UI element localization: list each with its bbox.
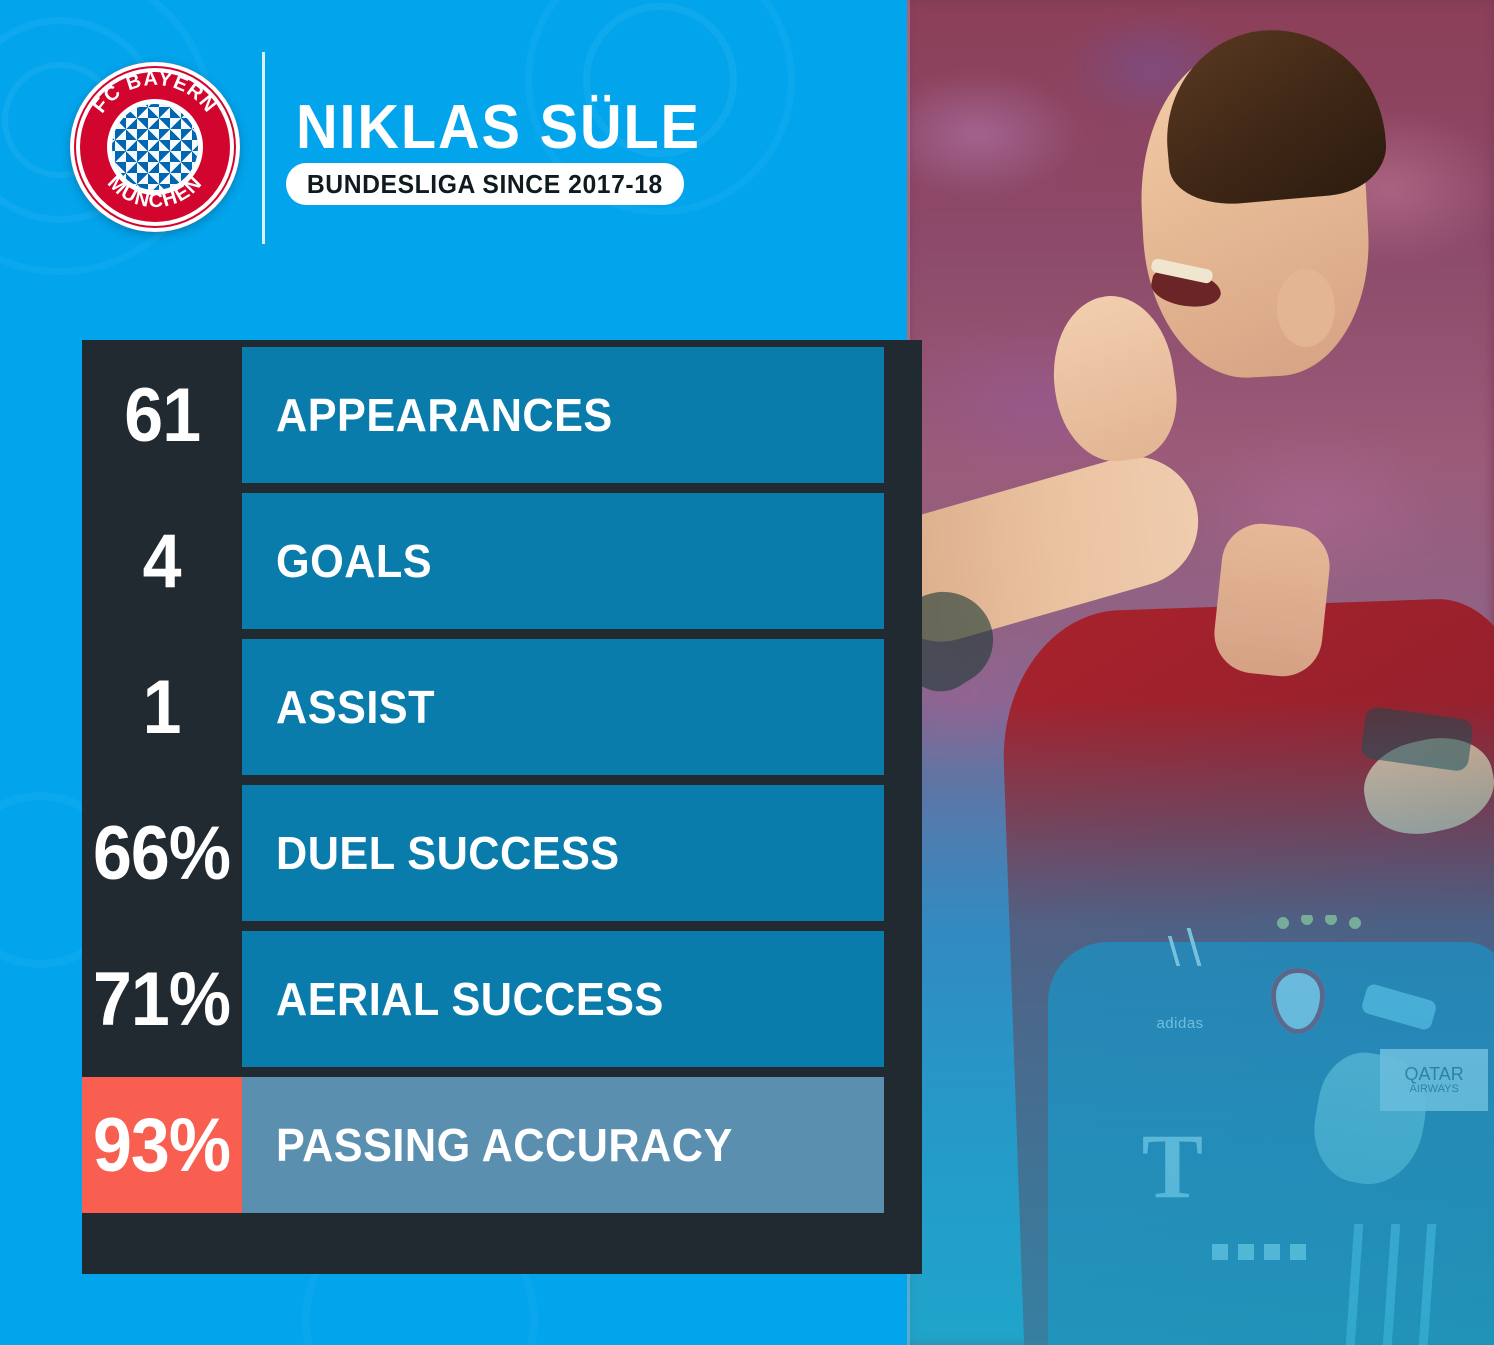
stat-row: 61 APPEARANCES [82,347,884,483]
stat-value-text: 71% [93,956,231,1042]
fc-bayern-crest-icon: FC BAYERN MÜNCHEN [70,62,240,232]
stat-value-box: 71% [82,931,242,1067]
stat-label-text: ASSIST [276,681,436,733]
stat-label-text: AERIAL SUCCESS [276,973,664,1025]
stat-row: 93% PASSING ACCURACY [82,1077,884,1213]
stat-value-text: 4 [143,518,182,604]
stat-label-text: APPEARANCES [276,389,613,441]
stats-list: 61 APPEARANCES 4 GOALS 1 ASSIST 66% DUEL SUCCES… [82,347,884,1213]
stat-value-text: 66% [93,810,231,896]
stat-value-box: 66% [82,785,242,921]
photo-blue-tint-overlay [907,699,1494,1345]
crest-bottom-text: MÜNCHEN [103,171,207,212]
player-neck [1210,519,1334,680]
stat-value-box: 4 [82,493,242,629]
stat-row: 1 ASSIST [82,639,884,775]
stat-row: 66% DUEL SUCCESS [82,785,884,921]
stat-value-text: 93% [93,1102,231,1188]
stat-label-bar: APPEARANCES [242,347,884,483]
stat-label-bar: ASSIST [242,639,884,775]
stat-value-text: 61 [124,372,201,458]
stat-value-box: 61 [82,347,242,483]
stat-label-bar: DUEL SUCCESS [242,785,884,921]
stat-row: 4 GOALS [82,493,884,629]
page-title: NIKLAS SÜLE [296,93,701,162]
player-ear [1276,269,1335,347]
subtitle-badge: BUNDESLIGA SINCE 2017-18 [286,163,684,205]
stat-label-bar: AERIAL SUCCESS [242,931,884,1067]
stat-value-box: 93% [82,1077,242,1213]
stat-label-text: DUEL SUCCESS [276,827,620,879]
header-divider [262,52,265,244]
subtitle-text: BUNDESLIGA SINCE 2017-18 [306,168,663,199]
stat-row: 71% AERIAL SUCCESS [82,931,884,1067]
stat-label-bar: PASSING ACCURACY [242,1077,884,1213]
header: FC BAYERN MÜNCHEN NIKLAS SÜLE BUNDESLIGA… [0,0,907,300]
stat-label-text: GOALS [276,535,433,587]
crest-top-text: FC BAYERN [89,68,222,117]
stat-value-box: 1 [82,639,242,775]
stat-value-text: 1 [143,664,182,750]
player-photo: adidas T QATAR AIRWAYS [907,0,1494,1345]
stat-label-bar: GOALS [242,493,884,629]
stat-label-text: PASSING ACCURACY [276,1119,733,1171]
